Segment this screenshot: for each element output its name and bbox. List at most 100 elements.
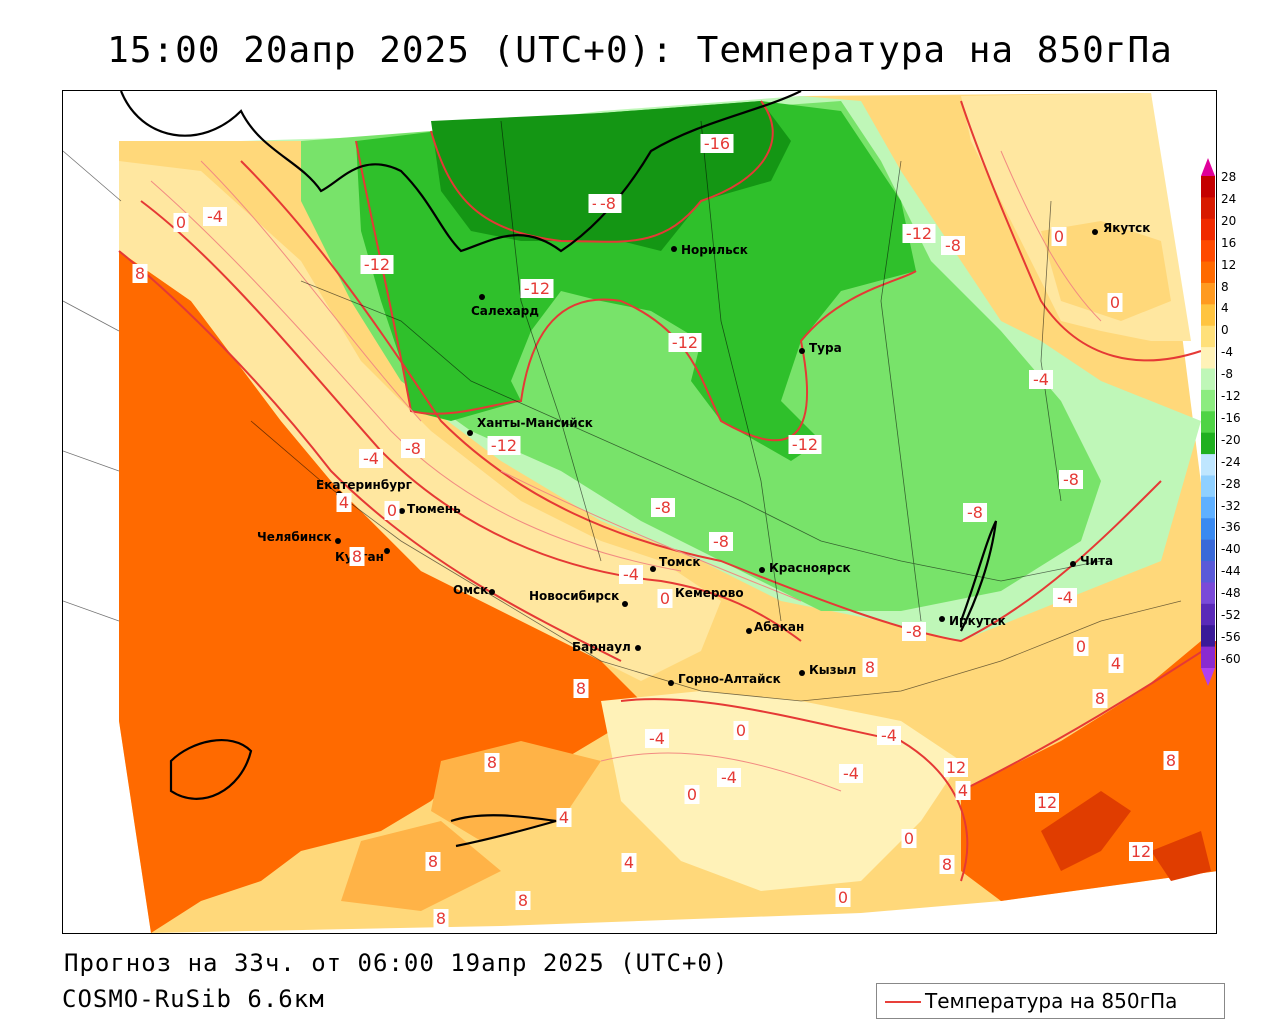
colorbar-cell xyxy=(1201,197,1215,220)
isotherm-label: -12 xyxy=(491,436,517,455)
colorbar-tick-label: -4 xyxy=(1221,345,1233,360)
isotherm-label-bg xyxy=(433,909,449,928)
colorbar-tick-label: 4 xyxy=(1221,301,1229,316)
legend-line-swatch xyxy=(885,1001,921,1003)
svg-text:Красноярск: Красноярск xyxy=(769,561,851,575)
svg-text:Норильск: Норильск xyxy=(681,243,748,257)
isotherm-label-bg xyxy=(944,758,968,777)
isotherm-label: -4 xyxy=(1033,370,1049,389)
colorbar-cell xyxy=(1201,539,1215,562)
colorbar-cell xyxy=(1201,218,1215,241)
svg-text:Чита: Чита xyxy=(1080,554,1113,568)
isotherm-label-bg xyxy=(939,855,955,874)
isotherm-label-bg xyxy=(619,565,643,584)
colorbar-tick-label: -28 xyxy=(1221,476,1241,491)
isotherm-label-bg xyxy=(1092,689,1108,708)
isotherm-label: -4 xyxy=(881,726,897,745)
colorbar-tick-label: -20 xyxy=(1221,432,1241,447)
colorbar-cell xyxy=(1201,261,1215,284)
svg-text:Тюмень: Тюмень xyxy=(407,502,461,516)
isotherm-labels: -16-16-12-80-4-12-12-12-12-1208-8-4408-4… xyxy=(132,134,1179,928)
colorbar-tick-label: -36 xyxy=(1221,520,1241,535)
colorbar-tick-label: -48 xyxy=(1221,586,1241,601)
isotherm-label: -8 xyxy=(600,194,616,213)
isotherm-label-bg xyxy=(173,213,189,232)
forecast-info: Прогноз на 33ч. от 06:00 19апр 2025 (UTC… xyxy=(64,949,729,977)
isotherm-label-bg xyxy=(862,658,878,677)
isotherm-label-bg xyxy=(645,729,669,748)
isotherm-label: 8 xyxy=(576,679,586,698)
colorbar-tick-label: -52 xyxy=(1221,608,1241,622)
map-title: 15:00 20апр 2025 (UTC+0): Температура на… xyxy=(107,30,1173,71)
colorbar-cell xyxy=(1201,603,1215,626)
isotherm-label-bg xyxy=(1163,751,1179,770)
isotherm-label-bg xyxy=(684,785,700,804)
colorbar-tick-label: -24 xyxy=(1221,454,1241,469)
isotherm-label-bg xyxy=(484,753,500,772)
city-khanty-mansiysk: Ханты-Мансийск xyxy=(467,416,593,436)
isotherm-label-bg xyxy=(709,532,733,551)
isotherm-lines xyxy=(118,100,1216,882)
isotherm-label: 4 xyxy=(339,493,349,512)
colorbar-cell xyxy=(1201,582,1215,605)
isotherm-label-bg xyxy=(401,439,425,458)
colorbar-tick-label: 28 xyxy=(1221,170,1237,184)
isotherm-label: 12 xyxy=(1131,842,1151,861)
city-tura: Тура xyxy=(799,341,842,355)
isotherm-label: 4 xyxy=(624,853,634,872)
isotherm-label-bg xyxy=(1108,654,1124,673)
colorbar-cell xyxy=(1201,496,1215,519)
svg-text:Екатеринбург: Екатеринбург xyxy=(316,478,412,492)
isotherm-label: -12 xyxy=(524,279,550,298)
isotherm-label: 0 xyxy=(904,829,914,848)
colorbar-tick-label: -56 xyxy=(1221,629,1241,644)
svg-text:Челябинск: Челябинск xyxy=(257,530,332,544)
isotherm-label: 8 xyxy=(518,891,528,910)
colorbar-cell xyxy=(1201,518,1215,541)
colorbar-cell xyxy=(1201,411,1215,434)
isotherm-label-bg xyxy=(651,498,675,517)
city-tyumen: Тюмень xyxy=(399,502,461,516)
isotherm-label: -4 xyxy=(843,764,859,783)
isotherm-label-bg xyxy=(1073,637,1089,656)
svg-text:Горно-Алтайск: Горно-Алтайск xyxy=(678,672,781,686)
warm-region-sw xyxy=(119,251,641,933)
legend: Температура на 850гПа xyxy=(876,983,1225,1019)
colorbar-cell xyxy=(1201,561,1215,583)
isotherm-label-bg xyxy=(520,279,554,298)
model-name: COSMO-RuSib 6.6км xyxy=(62,985,325,1013)
isotherm-label-bg xyxy=(1035,793,1059,812)
isotherm-label-bg xyxy=(359,449,383,468)
isotherm-label-bg xyxy=(941,236,965,255)
colorbar-cell xyxy=(1201,325,1215,348)
warm-region-se xyxy=(961,641,1216,901)
isotherm-label: 0 xyxy=(1076,637,1086,656)
colorbar-cell xyxy=(1201,368,1215,391)
svg-text:Томск: Томск xyxy=(659,555,701,569)
colorbar-tick-label: -16 xyxy=(1221,410,1241,425)
isotherm-label-bg xyxy=(963,503,987,522)
isotherm-label: 0 xyxy=(736,721,746,740)
colorbar-cell xyxy=(1201,454,1215,476)
isotherm-label: 8 xyxy=(1166,751,1176,770)
colorbar-tick-label: -40 xyxy=(1221,542,1241,557)
city-tomsk: Томск xyxy=(650,555,701,572)
isotherm-label: 8 xyxy=(436,909,446,928)
isotherm-label-bg xyxy=(902,622,926,641)
isotherm-label: 12 xyxy=(946,758,966,777)
isotherm-label-bg xyxy=(1029,370,1053,389)
colorbar-tick-label: 12 xyxy=(1221,257,1237,272)
city-novosibirsk: Новосибирск xyxy=(529,589,628,607)
isotherm-label: -4 xyxy=(623,565,639,584)
isotherm-label-bg xyxy=(1051,227,1067,246)
colorbar-tick-label: -44 xyxy=(1221,564,1241,579)
isotherm-label: 0 xyxy=(838,888,848,907)
isotherm-label: -8 xyxy=(967,503,983,522)
isotherm-label: 8 xyxy=(1095,689,1105,708)
isotherm-label-bg xyxy=(788,435,822,454)
isotherm-label: 0 xyxy=(176,213,186,232)
isotherm-label: -4 xyxy=(207,207,223,226)
temperature-map: Якутск Норильск Салехард Тура Ханты-Манс… xyxy=(62,90,1217,934)
isotherm-label-bg xyxy=(132,264,148,283)
colorbar-cell xyxy=(1201,176,1215,198)
